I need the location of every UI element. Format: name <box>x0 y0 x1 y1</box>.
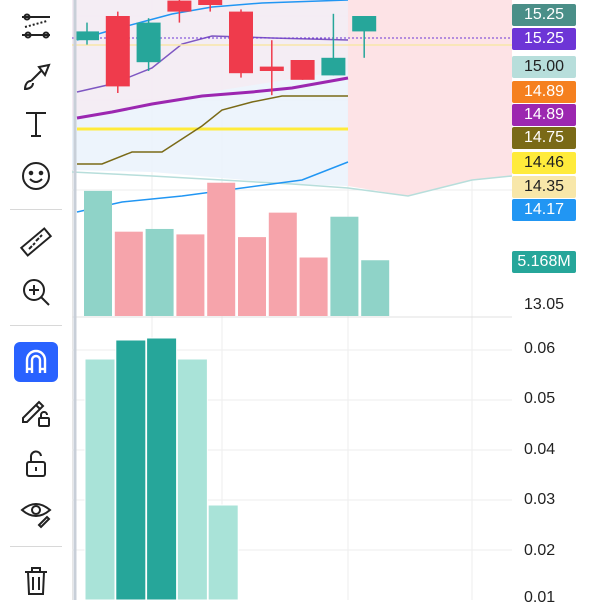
trend-line-tool-icon <box>22 13 50 39</box>
toolbar-divider <box>10 546 62 547</box>
volume-bar[interactable] <box>361 260 390 316</box>
candle[interactable] <box>321 13 346 76</box>
emoji-tool[interactable] <box>14 156 58 196</box>
candle[interactable] <box>136 18 161 71</box>
oscillator-bar[interactable] <box>146 337 178 600</box>
oscillator-series[interactable] <box>84 337 239 600</box>
candle[interactable] <box>75 22 99 45</box>
volume-bar[interactable] <box>145 228 174 316</box>
hide-drawings-tool[interactable] <box>14 492 58 532</box>
oscillator-axis-label: 0.05 <box>524 390 556 407</box>
lock-tool[interactable] <box>14 444 58 484</box>
volume-bar[interactable] <box>84 190 112 316</box>
volume-bar[interactable] <box>114 231 143 316</box>
oscillator-bar[interactable] <box>176 358 208 600</box>
price-label: 14.89 <box>512 81 576 103</box>
price-label: 14.17 <box>512 199 576 221</box>
text-tool-icon <box>26 112 46 137</box>
candle[interactable] <box>198 0 223 12</box>
lock-drawing-tool[interactable] <box>14 393 58 433</box>
toolbar-divider <box>10 325 62 326</box>
price-label: 14.35 <box>512 176 576 198</box>
candle[interactable] <box>105 11 130 93</box>
price-label: 14.46 <box>512 152 576 174</box>
volume-bar[interactable] <box>299 257 328 316</box>
oscillator-axis-label: 0.02 <box>524 542 556 559</box>
ruler-tool[interactable] <box>14 222 58 262</box>
candle[interactable] <box>167 0 192 23</box>
candle[interactable] <box>259 40 284 96</box>
oscillator-bar[interactable] <box>115 339 147 600</box>
volume-bar[interactable] <box>238 237 266 316</box>
price-label: 15.00 <box>512 56 576 78</box>
zoom-in-tool[interactable] <box>14 272 58 312</box>
zoom-in-tool-icon <box>23 279 50 306</box>
chart-area[interactable] <box>72 0 600 600</box>
oscillator-axis-label: 0.04 <box>524 441 556 458</box>
volume-bar[interactable] <box>268 212 297 316</box>
lock-tool-icon <box>26 450 46 477</box>
magnet-tool-icon <box>25 349 47 373</box>
trash-tool-icon <box>25 567 47 595</box>
price-label: 14.89 <box>512 104 576 126</box>
volume-bar[interactable] <box>176 234 205 316</box>
volume-bar[interactable] <box>207 182 236 316</box>
hide-drawings-tool-icon <box>20 503 52 529</box>
drawing-toolbar <box>0 0 73 600</box>
brush-tool-icon <box>23 63 51 91</box>
ruler-tool-icon <box>19 227 53 257</box>
oscillator-axis-label: 0.01 <box>524 589 556 606</box>
oscillator-bar[interactable] <box>207 504 239 600</box>
chart-canvas[interactable] <box>72 0 600 600</box>
volume-label: 5.168M <box>512 251 576 273</box>
toolbar-divider <box>10 209 62 210</box>
price-label: 15.25 <box>512 28 576 50</box>
candle[interactable] <box>352 16 377 58</box>
oscillator-bar[interactable] <box>84 358 116 600</box>
candlestick-series[interactable] <box>75 0 377 96</box>
trend-line-tool[interactable] <box>14 6 58 46</box>
brush-tool[interactable] <box>14 58 58 98</box>
candle[interactable] <box>290 60 315 80</box>
candle[interactable] <box>229 9 253 78</box>
oscillator-axis-label: 0.03 <box>524 491 556 508</box>
volume-bar[interactable] <box>330 216 359 316</box>
emoji-tool-icon <box>22 162 50 190</box>
price-label: 14.75 <box>512 127 576 149</box>
oscillator-axis-label: 0.06 <box>524 340 556 357</box>
price-axis-label: 13.05 <box>524 296 565 313</box>
price-label: 15.25 <box>512 4 576 26</box>
volume-series[interactable] <box>84 182 390 316</box>
text-tool[interactable] <box>14 104 58 144</box>
lock-drawing-tool-icon <box>22 400 50 427</box>
trash-tool[interactable] <box>14 560 58 600</box>
magnet-tool[interactable] <box>14 342 58 382</box>
